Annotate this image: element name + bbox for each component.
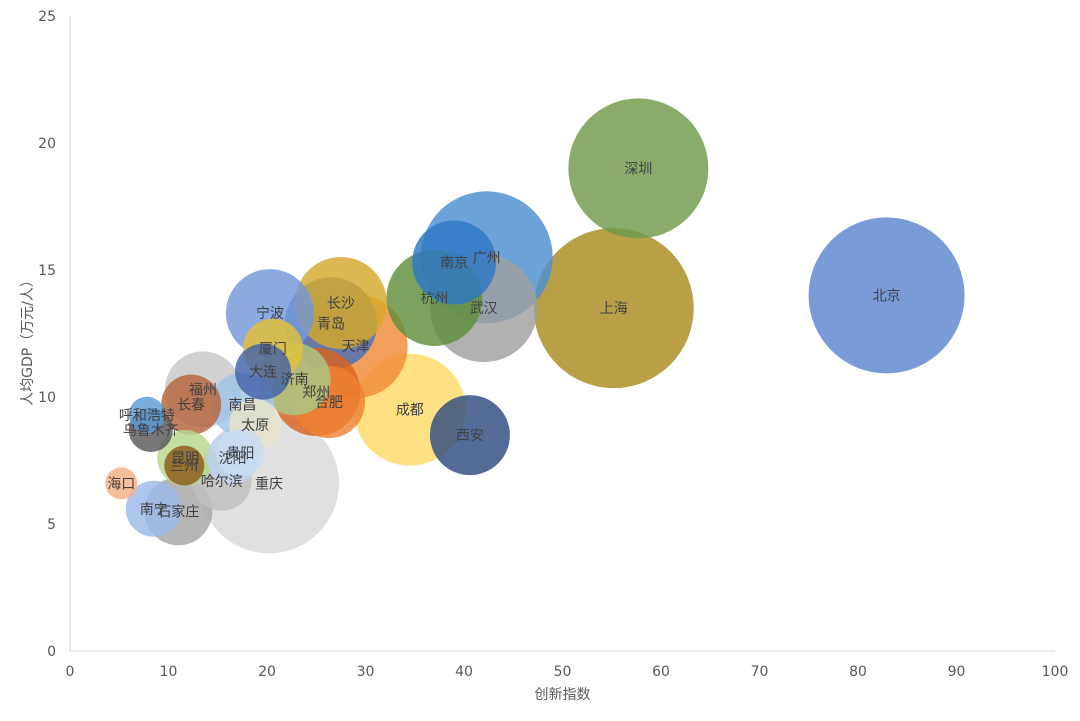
y-tick-label: 25 [38, 9, 56, 25]
bubble [235, 343, 292, 400]
bubble-label: 郑州 [302, 385, 330, 401]
bubble [568, 98, 709, 239]
bubble-label: 呼和浩特 [119, 408, 175, 424]
bubble [808, 217, 965, 374]
x-tick-label: 0 [66, 664, 75, 680]
bubble-label: 南京 [440, 255, 468, 271]
x-tick-label: 10 [160, 664, 178, 680]
bubble-label: 哈尔滨 [201, 474, 243, 490]
x-tick-label: 100 [1042, 664, 1069, 680]
y-tick-label: 15 [38, 263, 56, 279]
y-tick-label: 5 [47, 517, 56, 533]
x-tick-label: 80 [849, 664, 867, 680]
y-tick-label: 0 [47, 644, 56, 660]
bubble-label: 南宁 [140, 501, 168, 518]
y-axis-title: 人均GDP（万元/人） [20, 273, 36, 406]
bubble-label: 武汉 [470, 301, 498, 317]
bubble [164, 445, 205, 486]
bubble-label: 杭州 [420, 291, 448, 307]
bubble-label: 合肥 [315, 395, 343, 411]
bubble-label: 上海 [600, 301, 628, 317]
bubble [105, 467, 138, 500]
bubble-label: 昆明 [171, 451, 199, 467]
bubble-label: 广州 [473, 250, 501, 266]
bubble [412, 220, 497, 305]
bubble [125, 480, 182, 537]
x-tick-label: 30 [357, 664, 375, 680]
bubble-label: 厦门 [259, 342, 287, 358]
x-tick-label: 20 [258, 664, 276, 680]
bubble [161, 374, 222, 435]
bubble-label: 贵阳 [226, 446, 254, 462]
axes-layer [69, 16, 1055, 652]
bubble-label: 重庆 [255, 476, 283, 492]
y-tick-label: 10 [38, 390, 56, 406]
x-tick-label: 70 [751, 664, 769, 680]
bubble-label: 石家庄 [157, 503, 199, 520]
bubble-label: 太原 [241, 418, 269, 434]
bubble-label: 海口 [107, 476, 135, 492]
bubble-label: 成都 [396, 403, 424, 419]
bubble-label: 沈阳 [219, 451, 247, 467]
bubble-label: 青岛 [317, 316, 345, 332]
bubble-label: 济南 [281, 372, 309, 388]
bubble-label: 长沙 [327, 296, 355, 312]
bubble-label: 乌鲁木齐 [123, 423, 179, 439]
bubble-label: 南昌 [228, 398, 256, 414]
bubble-label: 西安 [456, 428, 484, 444]
bubble [429, 395, 510, 476]
x-tick-label: 40 [455, 664, 473, 680]
x-tick-label: 90 [948, 664, 966, 680]
x-tick-labels: 0 10 20 30 40 50 60 70 80 90 100 [66, 664, 1069, 680]
x-tick-label: 60 [652, 664, 670, 680]
bubble [533, 228, 694, 389]
bubble-label: 北京 [873, 288, 901, 304]
bubble-label: 宁波 [256, 305, 284, 322]
bubble-label: 天津 [342, 339, 370, 355]
bubble-label: 福州 [189, 382, 217, 398]
x-axis-title: 创新指数 [535, 687, 591, 703]
bubble-label: 深圳 [624, 161, 652, 177]
bubble [216, 428, 265, 477]
bubble-label: 长春 [177, 398, 205, 414]
bubble-label: 大连 [249, 365, 277, 381]
bubble [294, 257, 387, 350]
bubble-label: 兰州 [170, 459, 198, 475]
bubbles-layer [105, 98, 965, 554]
x-tick-label: 50 [554, 664, 572, 680]
bubble [128, 396, 165, 433]
y-tick-labels: 0 5 10 15 20 25 [38, 9, 56, 660]
y-tick-label: 20 [38, 136, 56, 152]
